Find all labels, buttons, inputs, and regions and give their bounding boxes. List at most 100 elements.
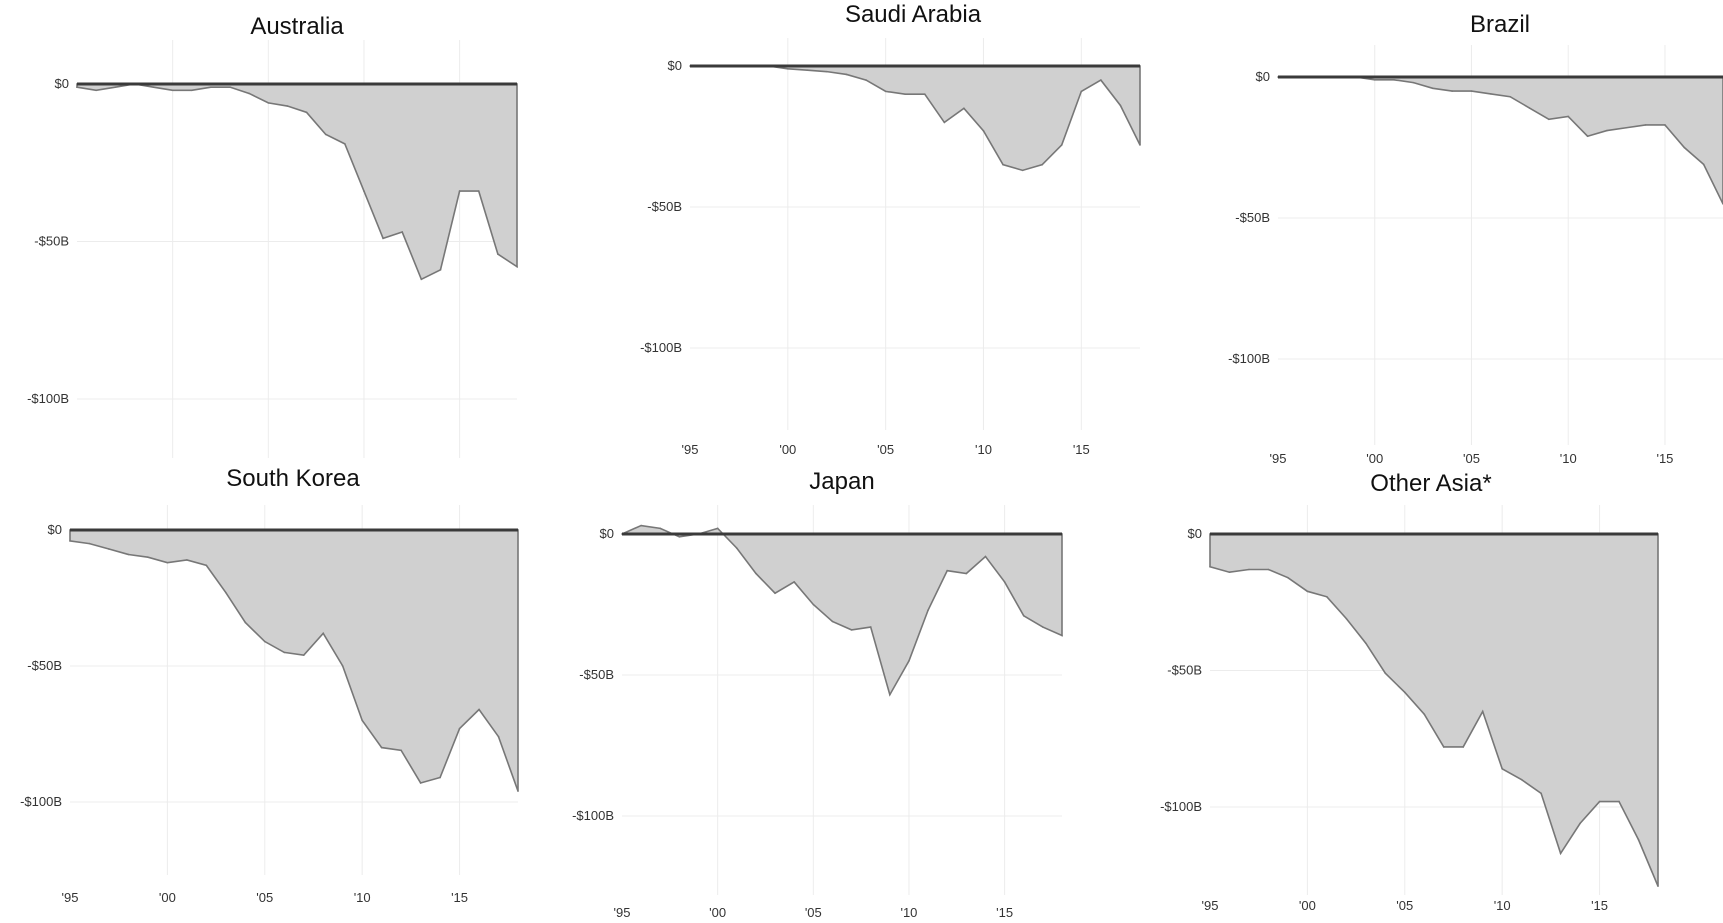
data-point	[95, 89, 97, 92]
y-tick-label: -$50B	[34, 234, 69, 249]
data-point	[1442, 746, 1445, 748]
data-point	[1567, 115, 1570, 118]
data-point	[380, 746, 383, 749]
area-series	[621, 524, 1063, 697]
data-point	[1528, 107, 1531, 109]
data-point	[361, 719, 363, 722]
panel-4: $0 -$50B -$100B '95 '00 '05 '10 '15 Japan	[572, 468, 1063, 920]
data-point	[171, 89, 174, 92]
y-tick-label: $0	[600, 526, 614, 541]
data-point	[1267, 568, 1270, 571]
data-point	[186, 559, 188, 561]
area-series	[690, 65, 1141, 172]
data-point	[1345, 617, 1348, 620]
y-tick-label: -$100B	[572, 808, 614, 823]
data-point	[400, 749, 402, 752]
panel-2: $0 -$50B -$100B '95 '00 '05 '10 '15 Brazil	[1228, 11, 1723, 466]
panel-title: South Korea	[226, 465, 360, 492]
data-point	[908, 660, 910, 662]
data-point	[152, 86, 155, 88]
data-point	[1100, 79, 1102, 81]
y-tick-label: $0	[55, 76, 69, 91]
x-tick-label: '15	[1591, 898, 1608, 913]
x-tick-label: '95	[682, 442, 699, 457]
x-tick-label: '95	[1202, 898, 1219, 913]
data-point	[1540, 792, 1542, 795]
data-point	[1209, 565, 1211, 568]
panel-1: $0 -$50B -$100B '95 '00 '05 '10 '15 Saudi Arabia	[640, 1, 1141, 457]
y-tick-label: -$50B	[1167, 663, 1202, 678]
x-tick-label: '05	[805, 905, 822, 920]
area-series	[69, 529, 519, 792]
x-tick-label: '00	[159, 890, 176, 905]
area-series	[76, 83, 518, 281]
data-point	[1625, 126, 1628, 129]
data-point	[1373, 79, 1376, 81]
y-tick-label: -$50B	[27, 658, 62, 673]
x-tick-label: '10	[1494, 898, 1511, 913]
data-point	[341, 665, 344, 667]
data-point	[735, 547, 738, 549]
data-point	[826, 70, 828, 73]
data-point	[516, 265, 518, 268]
data-point	[965, 572, 968, 575]
data-point	[205, 564, 208, 567]
data-point	[1451, 90, 1453, 92]
data-point	[1002, 163, 1004, 166]
data-point	[305, 111, 308, 114]
data-point	[774, 592, 776, 595]
data-point	[127, 553, 130, 556]
data-point	[1509, 95, 1511, 98]
y-tick-label: $0	[668, 58, 682, 73]
y-tick-label: $0	[1188, 526, 1202, 541]
data-point	[1384, 672, 1387, 675]
data-point	[344, 143, 346, 145]
data-point	[1644, 124, 1647, 126]
data-point	[497, 253, 499, 255]
data-point	[923, 93, 926, 95]
data-point	[229, 86, 231, 88]
data-point	[793, 581, 795, 583]
data-point	[1586, 135, 1589, 138]
data-point	[659, 527, 662, 530]
data-point	[225, 591, 227, 594]
data-point	[1470, 90, 1473, 92]
data-point	[190, 89, 193, 92]
data-point	[76, 86, 78, 88]
data-point	[382, 237, 384, 240]
data-point	[984, 555, 987, 558]
data-point	[302, 654, 305, 656]
y-tick-label: -$50B	[647, 199, 682, 214]
x-tick-label: '00	[1366, 451, 1383, 466]
x-tick-label: '15	[996, 905, 1013, 920]
data-point	[1306, 590, 1309, 593]
x-tick-label: '95	[62, 890, 79, 905]
data-point	[1579, 822, 1581, 825]
x-tick-label: '10	[354, 890, 371, 905]
data-point	[904, 93, 907, 95]
data-point	[166, 561, 169, 564]
data-point	[420, 278, 423, 281]
data-point	[477, 190, 480, 192]
data-point	[1548, 118, 1550, 121]
data-point	[88, 542, 91, 545]
data-point	[244, 621, 247, 624]
panel-title: Australia	[250, 13, 344, 40]
data-point	[869, 626, 872, 628]
data-point	[1022, 614, 1025, 617]
data-point	[1657, 885, 1659, 887]
x-tick-label: '00	[709, 905, 726, 920]
data-point	[497, 735, 500, 738]
data-point	[69, 540, 71, 542]
data-point	[1060, 144, 1063, 146]
data-point	[147, 556, 149, 558]
data-point	[248, 92, 250, 95]
data-point	[439, 269, 442, 271]
data-point	[1080, 90, 1083, 93]
data-point	[943, 121, 946, 124]
y-tick-label: -$100B	[27, 391, 69, 406]
data-point	[1403, 691, 1406, 694]
data-point	[1431, 87, 1434, 90]
data-point	[927, 609, 929, 611]
data-point	[1606, 129, 1608, 132]
